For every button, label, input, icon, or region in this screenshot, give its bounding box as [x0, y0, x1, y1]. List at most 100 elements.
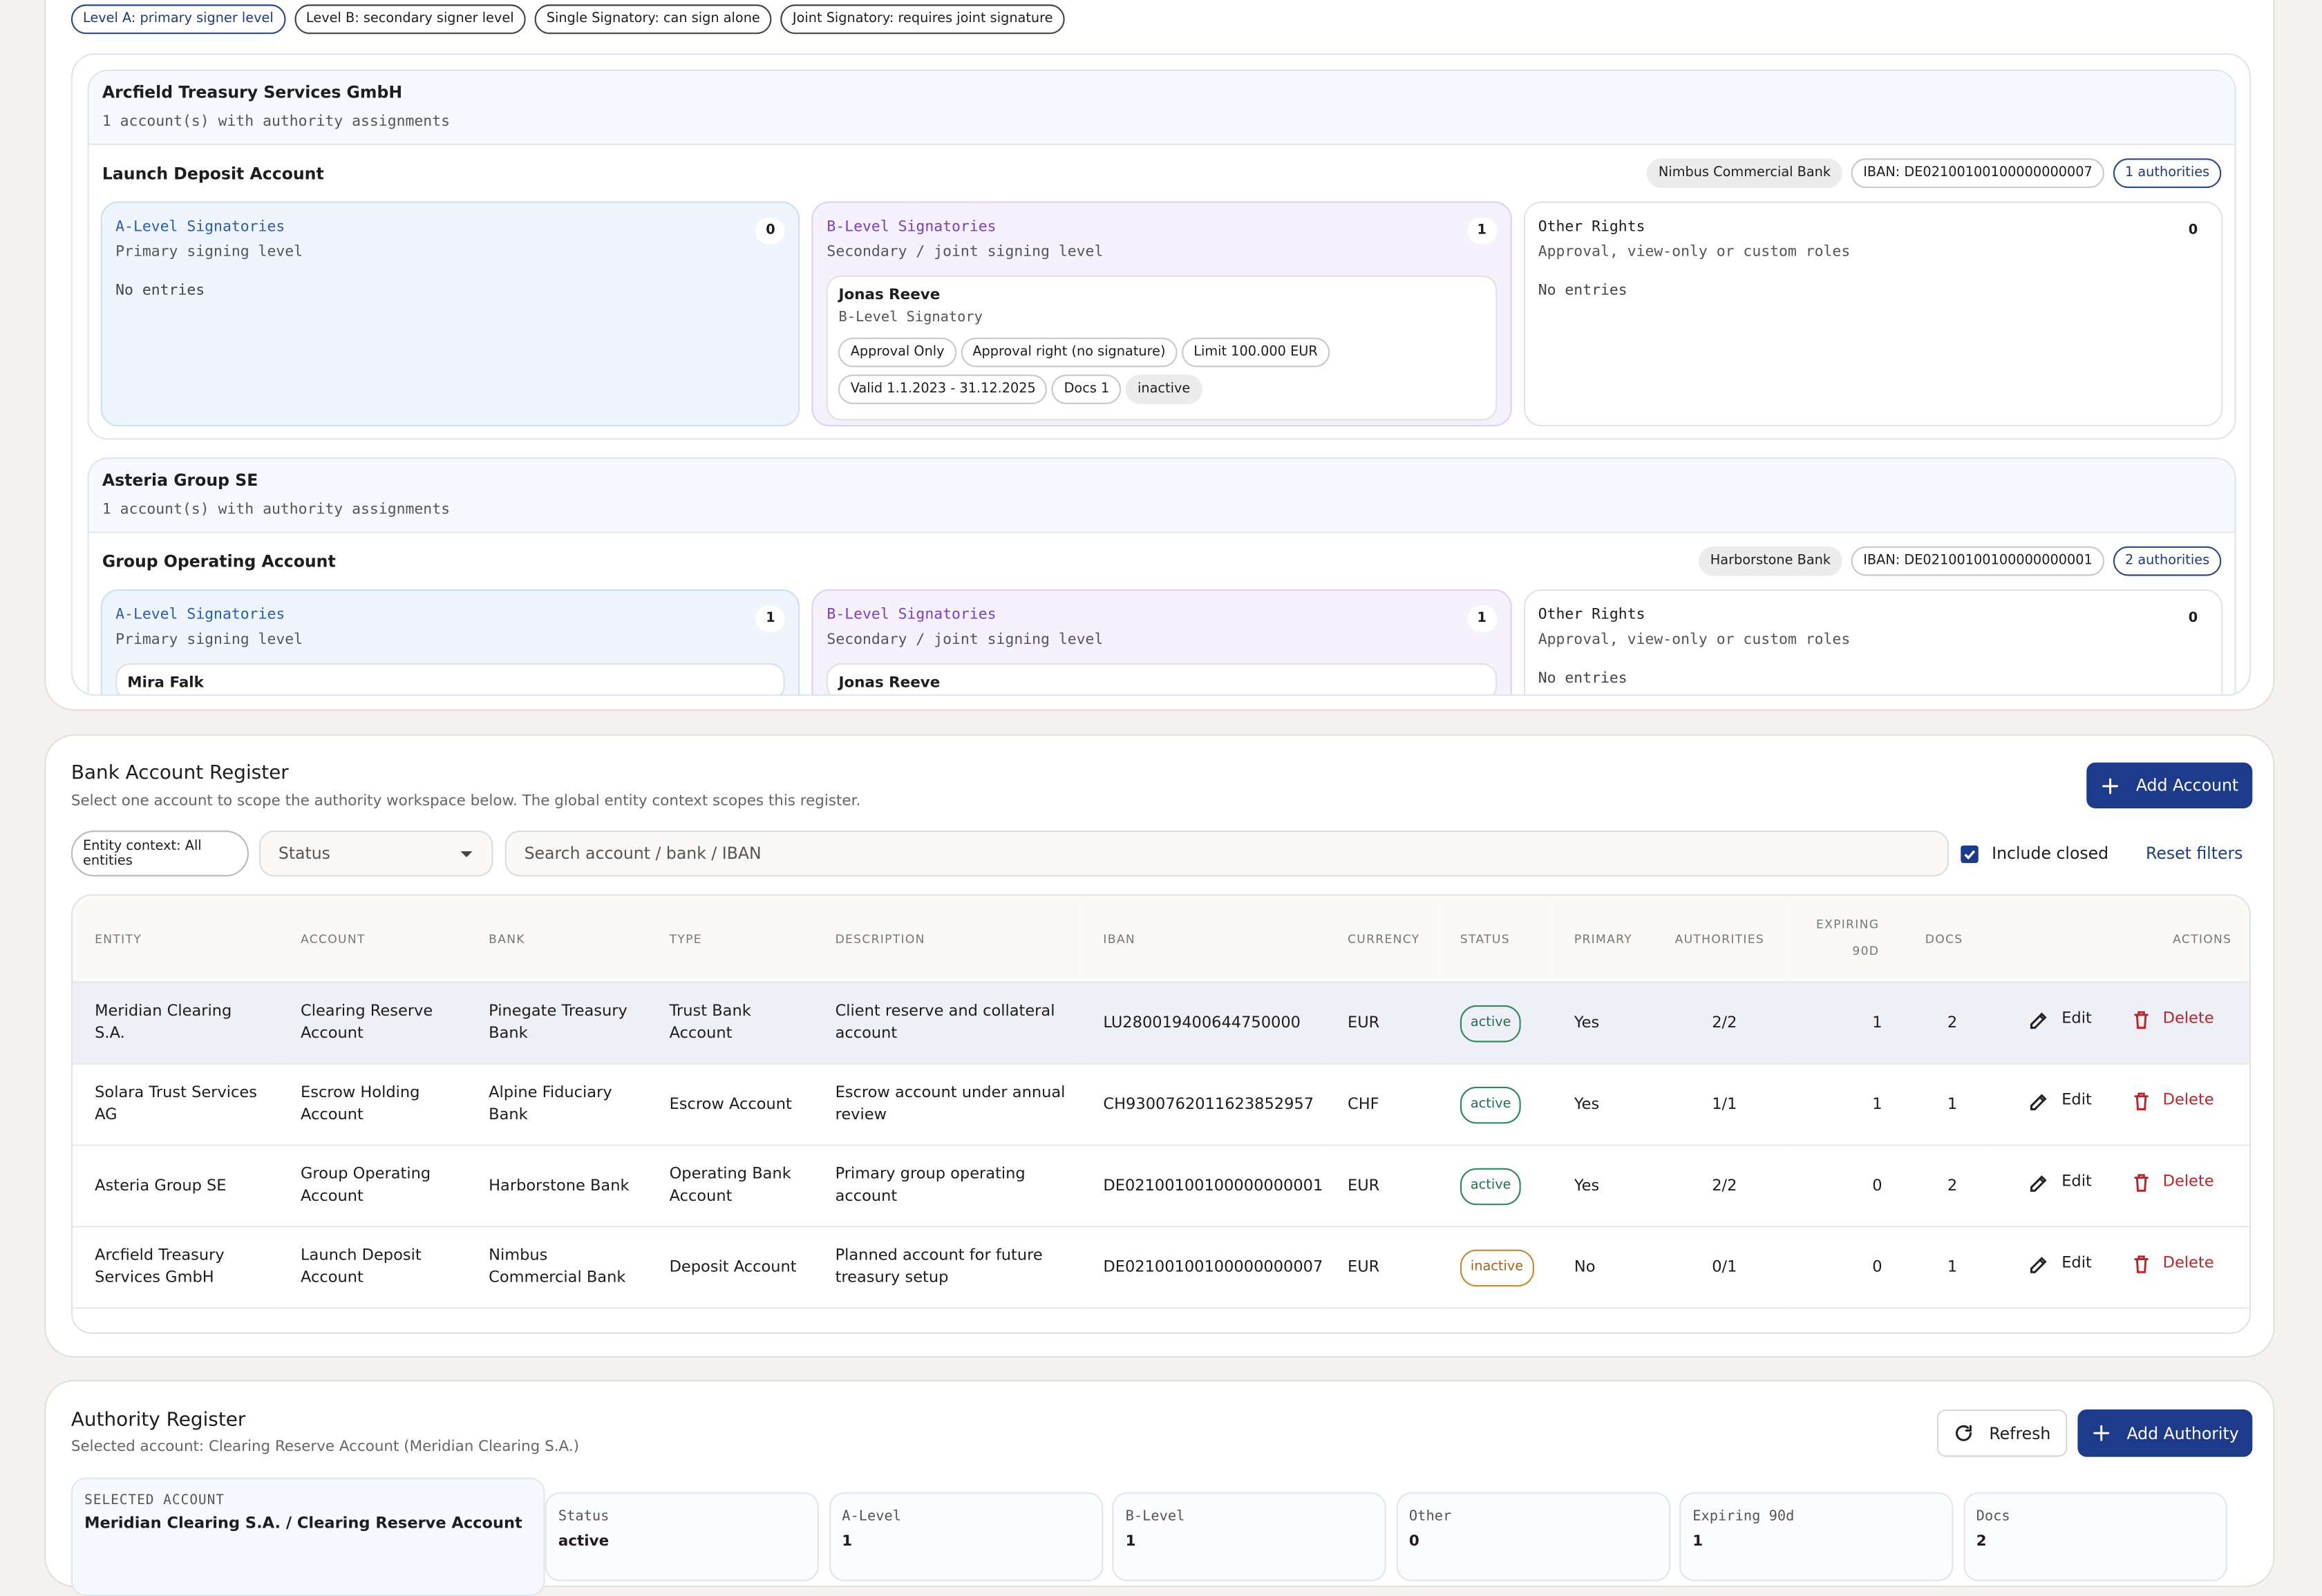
account-row[interactable]: Asteria Group SE Group Operating Account H…: [73, 1145, 2249, 1228]
legend-chip: Single Signatory: can sign alone: [534, 4, 772, 35]
stat-label: Docs: [1976, 1508, 2010, 1526]
workspace: Level A: primary signer level Level B: se…: [44, 0, 2275, 1596]
column-header: STATUS: [1437, 895, 1552, 983]
cell: Alpine Fiduciary Bank: [466, 1063, 648, 1146]
table-header: ENTITY ACCOUNT BANK TYPE DESCRIPTION IBAN CURR…: [73, 895, 2249, 983]
account-table-wrap: ENTITY ACCOUNT BANK TYPE DESCRIPTION IBAN CURR…: [70, 894, 2252, 1334]
signatory-column: Other Rights Approval, view-only or custo…: [1523, 589, 2223, 694]
cell: Clearing Reserve Account: [278, 982, 466, 1065]
stat-label: Other: [1408, 1508, 1452, 1526]
authorities-chip[interactable]: 2 authorities: [2113, 546, 2222, 576]
cell: active: [1437, 1063, 1552, 1146]
signatory-entry[interactable]: Mira Falk: [115, 663, 786, 694]
account-row[interactable]: Arcfield Treasury Services GmbH Launch De…: [73, 1226, 2249, 1309]
delete-button[interactable]: Delete: [2131, 1009, 2214, 1031]
entity-header: Arcfield Treasury Services GmbH 1 account…: [88, 70, 2235, 145]
authorities-chip[interactable]: 1 authorities: [2113, 158, 2222, 189]
signatory-columns: A-Level Signatories Primary signing level…: [89, 201, 2235, 427]
column-header: TYPE: [647, 895, 813, 983]
column-subtitle: Secondary / joint signing level: [827, 632, 1104, 649]
cell: EUR: [1325, 1145, 1438, 1228]
empty-text: No entries: [115, 283, 205, 299]
empty-text: No entries: [1538, 283, 1627, 299]
column-count: 1: [1466, 605, 1497, 632]
signatory-entry[interactable]: Jonas Reeve: [827, 663, 1497, 694]
cell: Primary group operating account: [813, 1145, 1082, 1228]
signatory-tag: Approval Only: [838, 337, 956, 368]
authority-card: Authority Register Selected account: Clea…: [44, 1380, 2275, 1596]
delete-label: Delete: [2162, 1009, 2214, 1028]
search-input[interactable]: Search account / bank / IBAN: [504, 830, 1949, 877]
signatory-role: B-Level Signatory: [838, 309, 983, 326]
signatory-name: Jonas Reeve: [838, 287, 941, 304]
edit-button[interactable]: Edit: [2029, 1172, 2092, 1194]
cell: 0: [1786, 1145, 1903, 1228]
cell: Escrow Holding Account: [278, 1063, 466, 1146]
delete-label: Delete: [2162, 1254, 2214, 1273]
delete-button[interactable]: Delete: [2131, 1253, 2214, 1275]
add-account-button[interactable]: Add Account: [2086, 762, 2253, 808]
signatory-entry[interactable]: Jonas Reeve B-Level Signatory Approval Onl…: [827, 275, 1497, 421]
signatory-column: B-Level Signatories Secondary / joint sig…: [811, 589, 1512, 694]
column-count: 1: [755, 605, 786, 632]
status-badge: active: [1460, 1004, 1522, 1042]
cell: 1: [1786, 1063, 1903, 1146]
authority-title: Authority Register: [70, 1409, 246, 1432]
cell: 2: [1903, 982, 1986, 1065]
column-title: B-Level Signatories: [827, 607, 997, 624]
edit-button[interactable]: Edit: [2029, 1009, 2092, 1031]
cell: No: [1551, 1226, 1653, 1309]
column-title: Other Rights: [1538, 219, 1645, 236]
actions-cell: Edit Delete: [1985, 1226, 2249, 1309]
edit-button[interactable]: Edit: [2029, 1253, 2092, 1275]
actions-cell: Edit Delete: [1985, 982, 2249, 1065]
column-subtitle: Approval, view-only or custom roles: [1538, 632, 1851, 649]
edit-button[interactable]: Edit: [2029, 1090, 2092, 1112]
tbody: Meridian Clearing S.A. Clearing Reserve A…: [73, 982, 2249, 1309]
stat-value: 1: [1692, 1534, 1703, 1550]
cell: Planned account for future treasury setu…: [813, 1226, 1082, 1309]
add-authority-button[interactable]: Add Authority: [2077, 1409, 2253, 1457]
plus-icon: [2093, 1425, 2110, 1441]
cell: CH9300762011623852957: [1081, 1063, 1325, 1146]
signatory-tag: Limit 100.000 EUR: [1182, 337, 1330, 368]
entity-name: Asteria Group SE: [102, 471, 258, 491]
cell: Meridian Clearing S.A.: [73, 982, 279, 1065]
bank-chip: Nimbus Commercial Bank: [1646, 158, 1843, 189]
refresh-button[interactable]: Refresh: [1936, 1409, 2068, 1457]
checkbox[interactable]: [1961, 844, 1979, 863]
stat-value: 1: [1125, 1534, 1136, 1550]
column-title: A-Level Signatories: [115, 219, 285, 236]
account-row[interactable]: Solara Trust Services AG Escrow Holding A…: [73, 1063, 2249, 1146]
delete-button[interactable]: Delete: [2131, 1090, 2214, 1112]
cell: 2: [1903, 1145, 1986, 1228]
signatory-column: B-Level Signatories Secondary / joint sig…: [811, 201, 1512, 427]
stat-label: Expiring 90d: [1692, 1508, 1795, 1526]
cell: Trust Bank Account: [647, 982, 813, 1065]
entity-context-chip[interactable]: Entity context: All entities: [70, 830, 249, 877]
column-subtitle: Primary signing level: [115, 244, 303, 261]
column-count: 1: [1466, 218, 1497, 245]
column-header: DESCRIPTION: [813, 895, 1082, 983]
entity-block: Asteria Group SE 1 account(s) with author…: [87, 457, 2236, 694]
stat-box: Status active: [545, 1492, 819, 1581]
register-subtitle: Select one account to scope the authorit…: [70, 793, 861, 810]
stat-box: Expiring 90d 1: [1679, 1492, 1954, 1581]
include-closed[interactable]: Include closed: [1961, 844, 2108, 863]
column-subtitle: Approval, view-only or custom roles: [1538, 244, 1851, 261]
legend-chip: Level B: secondary signer level: [294, 4, 526, 35]
stat-box: A-Level 1: [828, 1492, 1103, 1581]
column-header: ENTITY: [73, 895, 279, 983]
delete-button[interactable]: Delete: [2131, 1172, 2214, 1194]
column-header: PRIMARY: [1551, 895, 1653, 983]
account-name: Launch Deposit Account: [102, 163, 324, 183]
account-row[interactable]: Meridian Clearing S.A. Clearing Reserve A…: [73, 982, 2249, 1065]
reset-filters[interactable]: Reset filters: [2146, 844, 2243, 864]
signatory-card: Level A: primary signer level Level B: se…: [44, 0, 2275, 711]
account-name: Group Operating Account: [102, 551, 336, 571]
pencil-icon: [2030, 1012, 2047, 1029]
status-select[interactable]: Status: [259, 830, 493, 877]
refresh-icon: [1956, 1425, 1972, 1441]
bank-chip: Harborstone Bank: [1698, 546, 1843, 576]
cell: Yes: [1551, 982, 1653, 1065]
